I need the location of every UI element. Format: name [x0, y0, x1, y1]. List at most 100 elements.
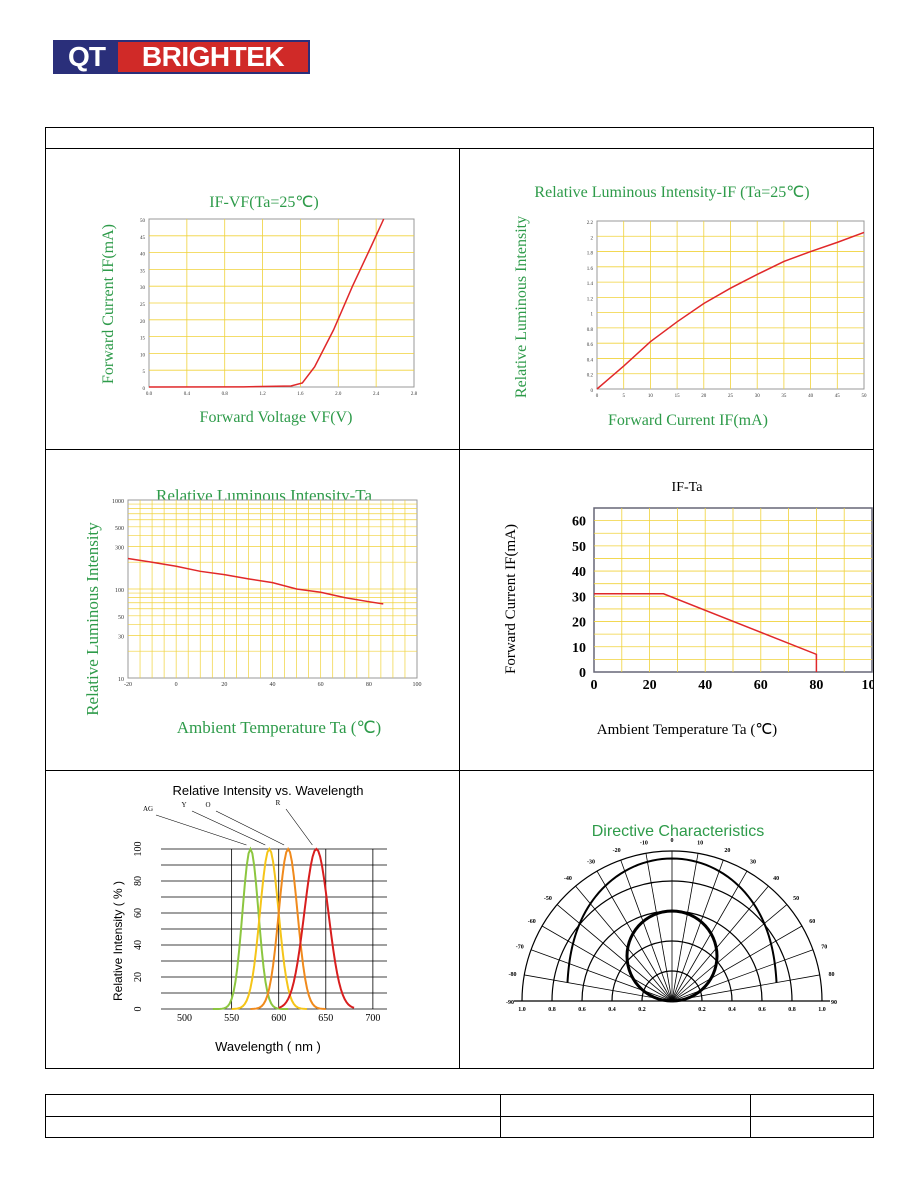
chart-title: Directive Characteristics	[592, 823, 764, 840]
y-tick-label: 20	[572, 616, 586, 631]
y-tick-label: 1	[591, 313, 594, 318]
y-tick-label: 40	[140, 253, 146, 258]
x-tick-label: 25	[728, 394, 734, 399]
x-tick-label: 40	[270, 682, 276, 688]
pattern-curve	[625, 909, 719, 1003]
radial-label: 0.6	[758, 1007, 766, 1013]
series-line	[127, 557, 384, 605]
y-tick-label: 20	[140, 320, 146, 325]
x-tick-label: 0	[591, 678, 598, 693]
angle-label: -70	[516, 945, 524, 951]
y-tick-label: 0	[591, 389, 594, 394]
radial-label: 0.6	[578, 1007, 586, 1013]
radial-label: 0.2	[698, 1007, 706, 1013]
angle-label: 10	[697, 840, 703, 846]
angle-label: -10	[640, 840, 648, 846]
polar-spoke	[671, 949, 814, 1002]
chart-title: IF-Ta	[672, 480, 704, 495]
x-tick-label: 20	[221, 682, 227, 688]
polar-spoke	[556, 904, 673, 1002]
y-tick-label: 40	[572, 565, 586, 580]
y-tick-label: 30	[572, 590, 586, 605]
y-axis-label: Relative Luminous Intensity	[83, 522, 102, 716]
chart-title: Relative Intensity vs. Wavelength	[173, 783, 364, 798]
frame-header-row	[46, 128, 873, 149]
y-tick-label: 300	[115, 546, 124, 552]
label-leader	[285, 808, 313, 846]
x-tick-label: 500	[177, 1013, 192, 1024]
y-tick-label: 0.4	[587, 358, 594, 363]
logo-qt: QT	[55, 41, 118, 72]
x-tick-label: 0	[596, 394, 599, 399]
y-tick-label: 10	[572, 641, 586, 656]
x-tick-label: -20	[124, 682, 132, 688]
x-tick-label: 20	[701, 394, 707, 399]
x-axis-label: Ambient Temperature Ta (℃)	[177, 718, 381, 737]
angle-label: 20	[724, 848, 730, 854]
y-tick-label: 0.6	[587, 343, 594, 348]
x-tick-label: 35	[781, 394, 787, 399]
radial-label: 0.4	[608, 1007, 616, 1013]
y-axis-label: Forward Current IF(mA)	[100, 224, 117, 384]
polar-spoke	[671, 853, 699, 1002]
polar-spoke	[671, 974, 820, 1002]
y-tick-label: 10	[140, 353, 146, 358]
x-tick-label: 30	[755, 394, 761, 399]
angle-label: 0	[671, 838, 674, 844]
x-tick-label: 60	[318, 682, 324, 688]
x-tick-label: 10	[648, 394, 654, 399]
chart-title: IF-VF(Ta=25℃)	[209, 194, 318, 211]
y-tick-label: 5	[143, 370, 146, 375]
chart-directive: Directive Characteristics 0 10 -10 20 -20 30 -…	[506, 823, 837, 1013]
label-leader	[215, 810, 285, 846]
x-tick-label: 20	[643, 678, 657, 693]
y-tick-label: 50	[140, 219, 146, 224]
x-axis-label: Wavelength ( nm )	[215, 1039, 321, 1054]
y-tick-label: 30	[118, 635, 124, 641]
plot-area: -20 0 20 40 60 80 100 10 30 50 100 300 500 1000	[112, 499, 422, 688]
x-axis-label: Forward Voltage VF(V)	[200, 409, 353, 426]
series-line	[596, 231, 865, 390]
y-tick-label: 2	[591, 236, 594, 241]
y-tick-label: 20	[133, 972, 144, 982]
radial-label: 1.0	[818, 1007, 826, 1013]
y-axis-label: Relative Intensity ( % )	[111, 881, 125, 1001]
series-line	[148, 218, 385, 388]
y-tick-label: 0	[143, 387, 146, 392]
pattern-curve-wide	[566, 857, 778, 983]
chart-rli-if: Relative Luminous Intensity-IF (Ta=25℃) …	[513, 184, 867, 429]
x-tick-label: 0.0	[146, 392, 153, 397]
plot-area: 500 550 600 650 700 0 20 40 60 80 100 AG Y O R	[133, 799, 387, 1024]
polar-plot: 0 10 -10 20 -20 30 -30 40 -40 50 -50 60 -60 70 -70 80 -8…	[506, 838, 837, 1013]
logo-brand: BRIGHTEK	[118, 41, 308, 72]
radial-label: 0.8	[788, 1007, 796, 1013]
y-tick-label: 0.8	[587, 328, 594, 333]
y-tick-label: 50	[572, 540, 586, 555]
x-tick-label: 0.8	[222, 392, 229, 397]
angle-label: 40	[773, 876, 779, 882]
y-tick-label: 15	[140, 337, 146, 342]
x-axis-label: Ambient Temperature Ta (℃)	[597, 722, 777, 738]
y-axis-label: Relative Luminous Intensity	[513, 216, 530, 398]
y-tick-label: 100	[115, 588, 124, 594]
chart-title: Relative Luminous Intensity-IF (Ta=25℃)	[534, 184, 809, 201]
x-tick-label: 100	[862, 678, 874, 693]
series-line	[594, 593, 818, 672]
angle-label: -40	[564, 876, 572, 882]
y-tick-label: 60	[133, 908, 144, 918]
x-tick-label: 60	[754, 678, 768, 693]
y-tick-label: 30	[140, 286, 146, 291]
polar-spoke	[671, 904, 788, 1002]
polar-spoke	[671, 885, 769, 1002]
y-tick-label: 0	[133, 1007, 144, 1012]
x-tick-label: 2.8	[411, 392, 418, 397]
chart-spectrum: Relative Intensity vs. Wavelength Relati…	[111, 783, 387, 1054]
angle-label: 70	[821, 945, 827, 951]
angle-label: 50	[793, 896, 799, 902]
y-tick-label: 2.2	[587, 221, 594, 226]
x-tick-label: 650	[318, 1013, 333, 1024]
polar-spoke	[671, 870, 748, 1002]
polar-spoke	[645, 853, 673, 1002]
chart-if-vf: IF-VF(Ta=25℃) Forward Current IF(mA) For…	[100, 194, 418, 426]
polar-spoke	[671, 859, 724, 1002]
